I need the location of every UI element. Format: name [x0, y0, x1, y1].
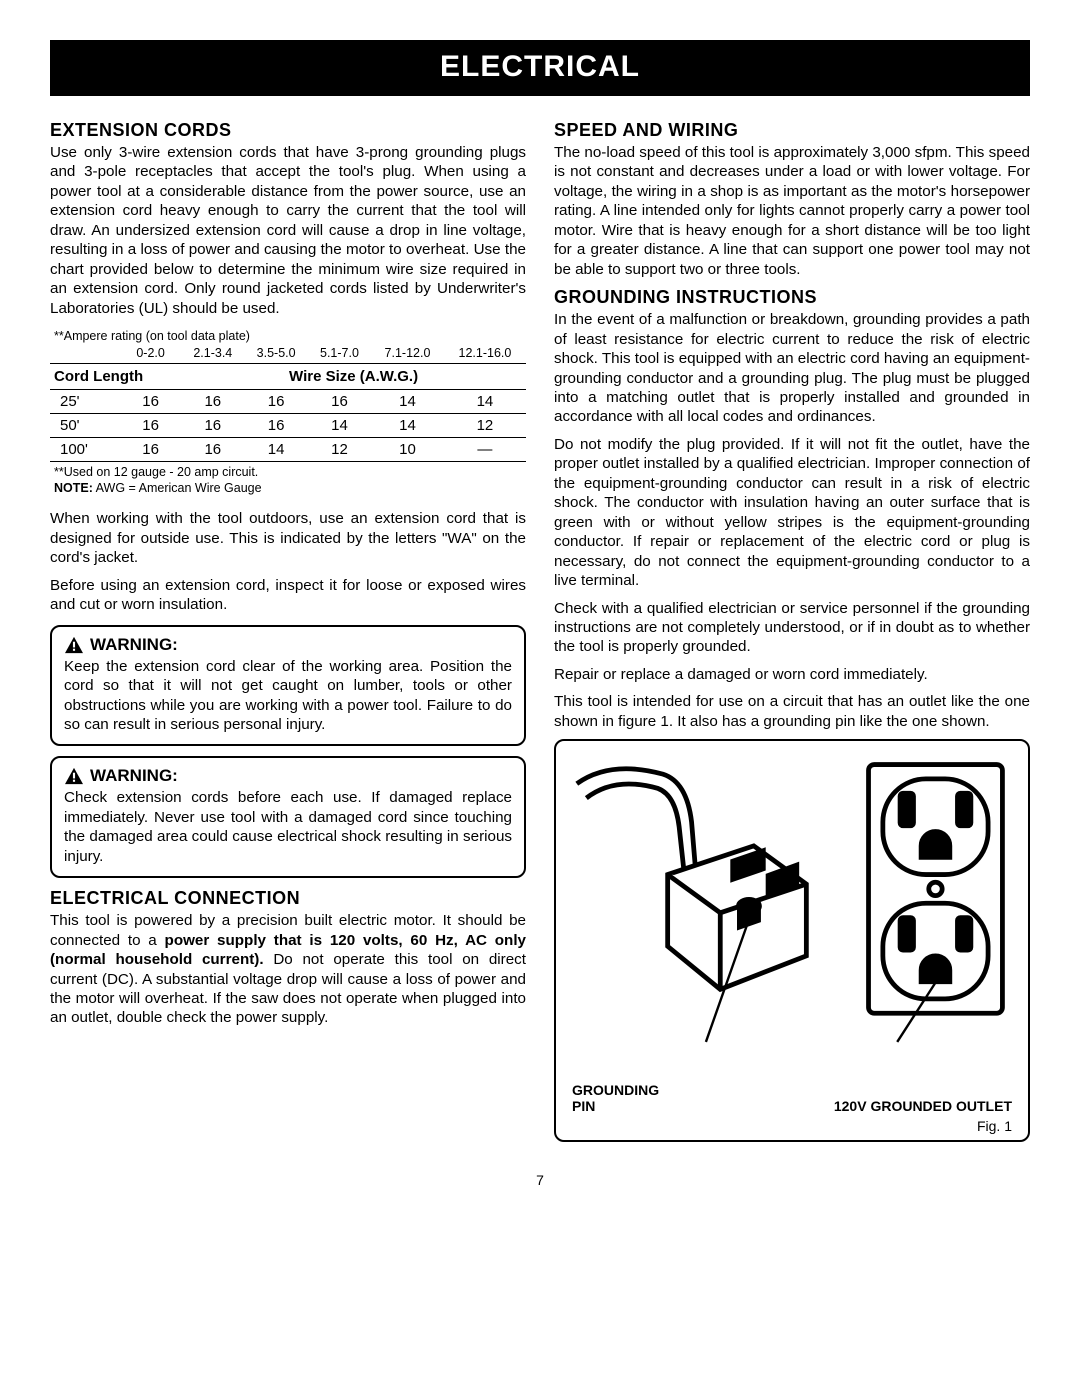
inspect-cord-text: Before using an extension cord, inspect …: [50, 576, 526, 615]
warning-title: WARNING:: [90, 635, 178, 655]
right-column: SPEED AND WIRING The no-load speed of th…: [554, 116, 1030, 1142]
table-row: 50' 16 16 16 14 14 12: [50, 414, 526, 438]
extension-cords-heading: EXTENSION CORDS: [50, 120, 526, 141]
speed-wiring-text: The no-load speed of this tool is approx…: [554, 143, 1030, 279]
grounding-p5: This tool is intended for use on a circu…: [554, 692, 1030, 731]
warning-title: WARNING:: [90, 766, 178, 786]
warning-box-1: WARNING: Keep the extension cord clear o…: [50, 625, 526, 747]
electrical-connection-heading: ELECTRICAL CONNECTION: [50, 888, 526, 909]
warning-box-2: WARNING: Check extension cords before ea…: [50, 756, 526, 878]
wire-size-label: Wire Size (A.W.G.): [181, 364, 526, 390]
page-title-bar: ELECTRICAL: [50, 40, 1030, 96]
range-4: 7.1-12.0: [371, 343, 444, 364]
cord-length-label: Cord Length: [50, 364, 181, 390]
grounding-heading: GROUNDING INSTRUCTIONS: [554, 287, 1030, 308]
figure-caption: Fig. 1: [572, 1118, 1012, 1134]
table-row: 100' 16 16 14 12 10 —: [50, 438, 526, 462]
range-1: 2.1-3.4: [181, 343, 244, 364]
cord-table: **Ampere rating (on tool data plate) 0-2…: [50, 326, 526, 499]
grounding-figure: [572, 755, 1012, 1071]
speed-wiring-heading: SPEED AND WIRING: [554, 120, 1030, 141]
warning-text: Keep the extension cord clear of the wor…: [64, 657, 512, 735]
amp-note: **Ampere rating (on tool data plate): [50, 326, 526, 343]
page-number: 7: [50, 1172, 1030, 1188]
range-0: 0-2.0: [120, 343, 181, 364]
range-5: 12.1-16.0: [444, 343, 526, 364]
table-footnote: **Used on 12 gauge - 20 amp circuit. NOT…: [50, 462, 526, 500]
extension-cords-text: Use only 3-wire extension cords that hav…: [50, 143, 526, 318]
outdoor-cord-text: When working with the tool outdoors, use…: [50, 509, 526, 567]
grounding-pin-label: GROUNDINGPIN: [572, 1082, 659, 1114]
grounding-p3: Check with a qualified electrician or se…: [554, 599, 1030, 657]
electrical-connection-text: This tool is powered by a precision buil…: [50, 911, 526, 1028]
table-row: 25' 16 16 16 16 14 14: [50, 390, 526, 414]
content-columns: EXTENSION CORDS Use only 3-wire extensio…: [50, 116, 1030, 1142]
warning-text: Check extension cords before each use. I…: [64, 788, 512, 866]
warning-icon: [64, 767, 84, 785]
grounding-p1: In the event of a malfunction or breakdo…: [554, 310, 1030, 427]
outlet-label: 120V GROUNDED OUTLET: [834, 1098, 1012, 1114]
range-2: 3.5-5.0: [244, 343, 307, 364]
left-column: EXTENSION CORDS Use only 3-wire extensio…: [50, 116, 526, 1142]
figure-1-box: GROUNDINGPIN 120V GROUNDED OUTLET Fig. 1: [554, 739, 1030, 1142]
grounding-p4: Repair or replace a damaged or worn cord…: [554, 665, 1030, 684]
range-3: 5.1-7.0: [308, 343, 371, 364]
warning-icon: [64, 636, 84, 654]
grounding-p2: Do not modify the plug provided. If it w…: [554, 435, 1030, 591]
